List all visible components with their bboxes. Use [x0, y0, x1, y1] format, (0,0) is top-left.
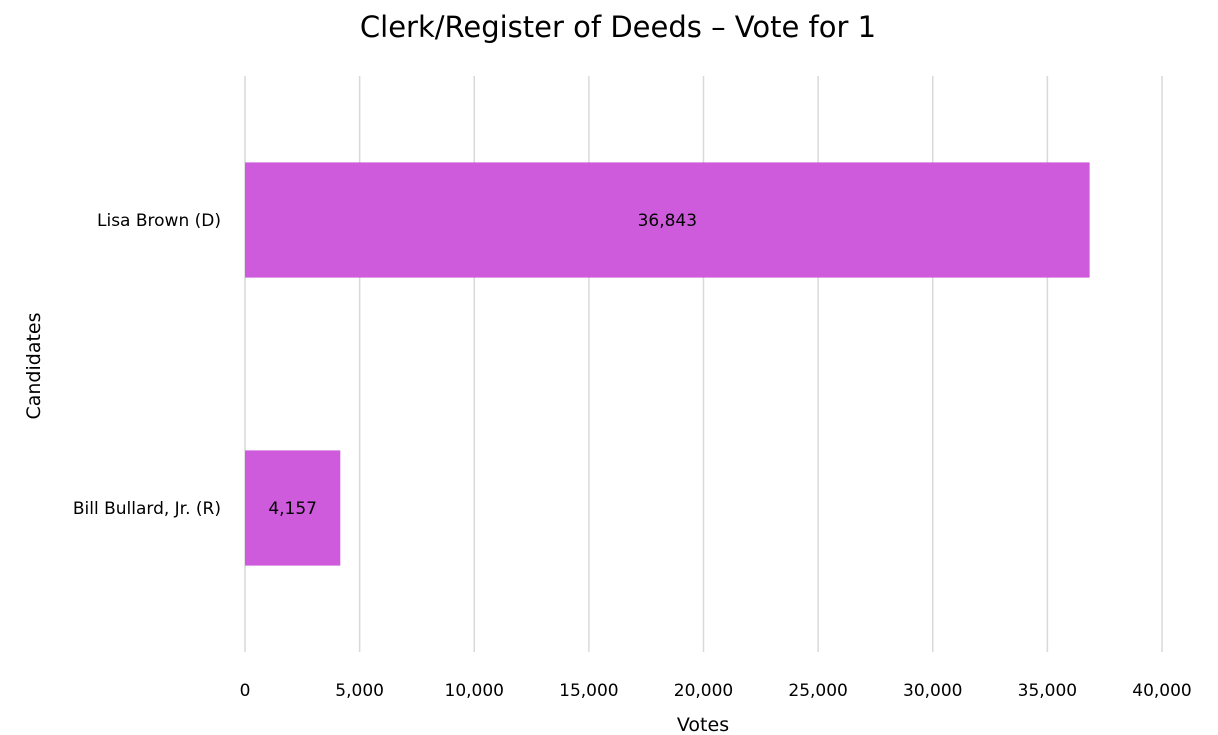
x-axis-ticks: 0 5,000 10,000 15,000 20,000 25,000 30,000 35,0… — [240, 681, 1192, 701]
x-tick-label: 35,000 — [1018, 681, 1077, 701]
x-tick-label: 20,000 — [674, 681, 733, 701]
chart-title: Clerk/Register of Deeds – Vote for 1 — [360, 10, 876, 44]
y-axis-ticks: Lisa Brown (D) Bill Bullard, Jr. (R) — [73, 211, 221, 519]
x-tick-label: 5,000 — [335, 681, 384, 701]
x-axis-label: Votes — [677, 714, 729, 735]
y-tick-label: Bill Bullard, Jr. (R) — [73, 499, 221, 519]
bar-data-label: 36,843 — [638, 211, 697, 231]
x-tick-label: 15,000 — [559, 681, 618, 701]
x-tick-label: 0 — [240, 681, 251, 701]
x-tick-label: 40,000 — [1132, 681, 1191, 701]
bars: 36,843 4,157 — [245, 162, 1090, 565]
x-tick-label: 25,000 — [788, 681, 847, 701]
x-tick-label: 30,000 — [903, 681, 962, 701]
bar-data-label: 4,157 — [268, 499, 317, 519]
y-axis-label: Candidates — [23, 312, 45, 419]
x-tick-label: 10,000 — [445, 681, 504, 701]
y-tick-label: Lisa Brown (D) — [97, 211, 221, 231]
